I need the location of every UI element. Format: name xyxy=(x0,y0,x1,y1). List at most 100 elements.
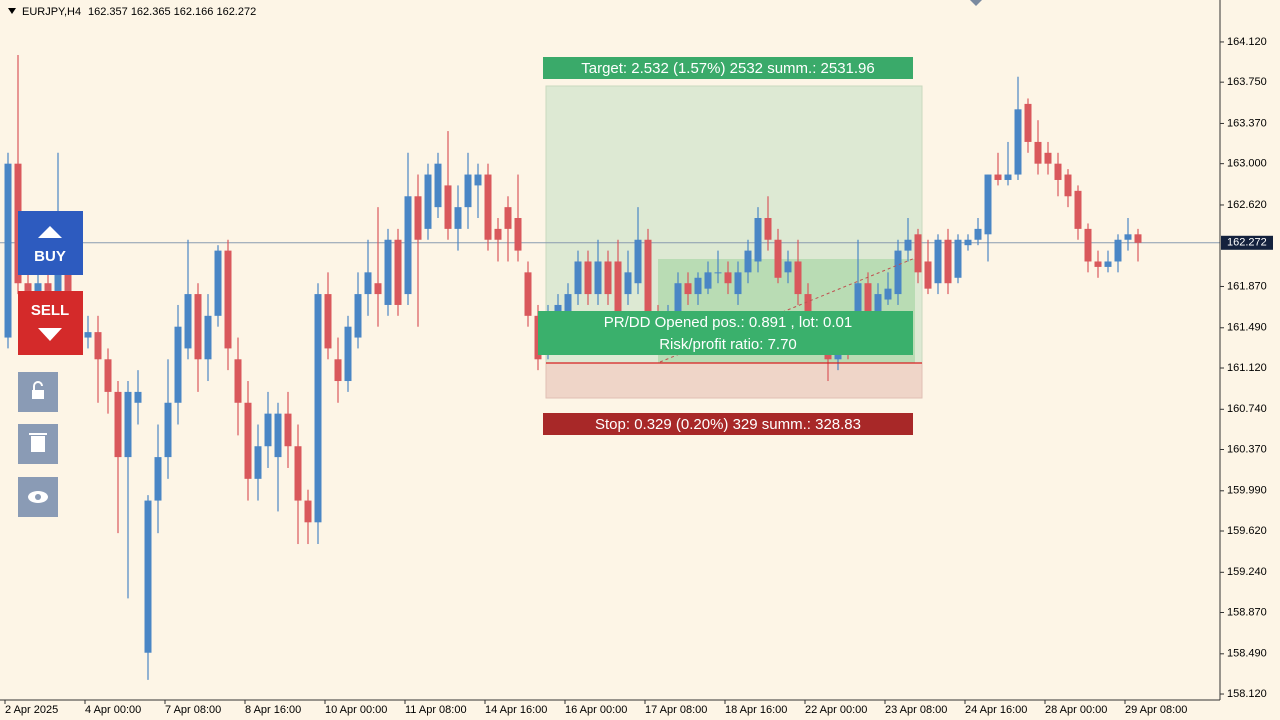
candle-body xyxy=(774,239,782,278)
candle-body xyxy=(854,283,862,338)
buy-label[interactable]: BUY xyxy=(34,248,66,265)
candle-body xyxy=(974,228,982,240)
candle-body xyxy=(644,239,652,327)
candle-body xyxy=(274,413,282,458)
candle-body xyxy=(234,359,242,403)
x-tick-label: 7 Apr 08:00 xyxy=(165,704,221,716)
candle-body xyxy=(294,446,302,501)
candle-body xyxy=(554,304,562,316)
x-tick-label: 10 Apr 00:00 xyxy=(325,704,387,716)
candle-body xyxy=(254,446,262,479)
x-tick-label: 8 Apr 16:00 xyxy=(245,704,301,716)
y-tick-label: 159.620 xyxy=(1227,525,1267,537)
x-tick-label: 22 Apr 00:00 xyxy=(805,704,867,716)
candle-body xyxy=(424,174,432,229)
candle-body xyxy=(514,218,522,251)
candle-body xyxy=(1134,234,1142,243)
candle-body xyxy=(304,500,312,523)
candle-body xyxy=(584,261,592,295)
candle-body xyxy=(204,315,212,360)
candle-body xyxy=(284,413,292,447)
candle-body xyxy=(464,174,472,208)
y-tick-label: 161.490 xyxy=(1227,322,1267,334)
y-tick-label: 162.620 xyxy=(1227,199,1267,211)
candle-body xyxy=(494,228,502,240)
current-price-box xyxy=(1221,235,1273,250)
candle-body xyxy=(524,272,532,316)
candle-body xyxy=(694,277,702,295)
candle-body xyxy=(124,391,132,458)
candle-body xyxy=(594,261,602,295)
candle-body xyxy=(904,239,912,251)
ratio-text: Risk/profit ratio: 7.70 xyxy=(659,336,797,353)
candle-body xyxy=(164,402,172,458)
x-tick-label: 11 Apr 08:00 xyxy=(405,704,467,716)
candle-body xyxy=(314,294,322,523)
candle-body xyxy=(174,326,182,403)
stop-zone xyxy=(545,362,923,399)
menu-arrow[interactable] xyxy=(8,8,16,14)
x-tick-label: 29 Apr 08:00 xyxy=(1125,704,1187,716)
sell-button[interactable]: SELL xyxy=(18,291,83,355)
candle-body xyxy=(334,359,342,382)
candle-body xyxy=(1124,234,1132,240)
candle-body xyxy=(764,218,772,240)
candle-body xyxy=(924,261,932,289)
candle-body xyxy=(564,294,572,316)
y-tick-label: 158.870 xyxy=(1227,606,1267,618)
candle-body xyxy=(1064,174,1072,197)
delete-button[interactable] xyxy=(18,424,58,464)
candle-body xyxy=(224,250,232,349)
buy-button[interactable]: BUY xyxy=(18,211,83,275)
candle-body xyxy=(324,294,332,349)
candle-body xyxy=(54,250,62,327)
candle-body xyxy=(364,272,372,295)
candle-body xyxy=(954,239,962,278)
y-tick-label: 160.740 xyxy=(1227,403,1267,415)
candle-body xyxy=(714,272,722,274)
candle-body xyxy=(1114,239,1122,262)
candle-body xyxy=(264,413,272,447)
sell-label[interactable]: SELL xyxy=(31,302,69,319)
candle-body xyxy=(934,239,942,284)
candle-body xyxy=(354,294,362,338)
candle-body xyxy=(4,163,12,338)
candle-body xyxy=(504,207,512,229)
lock-button[interactable] xyxy=(18,372,58,412)
view-button[interactable] xyxy=(18,477,58,517)
candle-body xyxy=(404,196,412,295)
candle-body xyxy=(604,261,612,295)
y-tick-label: 159.990 xyxy=(1227,485,1267,497)
x-tick-label: 17 Apr 08:00 xyxy=(645,704,707,716)
y-tick-label: 163.370 xyxy=(1227,117,1267,129)
candle-body xyxy=(994,174,1002,180)
candle-body xyxy=(574,261,582,295)
candle-body xyxy=(614,261,622,316)
candle-body xyxy=(874,294,882,316)
candle-body xyxy=(64,250,72,316)
y-tick-label: 158.490 xyxy=(1227,648,1267,660)
candle-body xyxy=(944,239,952,284)
candle-body xyxy=(1024,103,1032,142)
candle-body xyxy=(94,332,102,360)
prdd-box xyxy=(538,311,913,355)
prdd-text: PR/DD Opened pos.: 0.891 , lot: 0.01 xyxy=(604,314,852,331)
candle-body xyxy=(884,288,892,300)
candle-body xyxy=(444,185,452,229)
candle-body xyxy=(134,391,142,403)
candle-body xyxy=(674,283,682,316)
y-tick-label: 158.120 xyxy=(1227,688,1267,700)
candle-body xyxy=(894,250,902,295)
candle-body xyxy=(1084,228,1092,262)
y-tick-label: 163.750 xyxy=(1227,76,1267,88)
candle-body xyxy=(734,272,742,295)
candle-body xyxy=(434,163,442,208)
x-tick-label: 18 Apr 16:00 xyxy=(725,704,787,716)
x-tick-label: 28 Apr 00:00 xyxy=(1045,704,1107,716)
candle-body xyxy=(414,196,422,240)
candle-body xyxy=(344,326,352,382)
candle-body xyxy=(1054,163,1062,180)
candle-body xyxy=(84,332,92,338)
candle-body xyxy=(634,239,642,284)
